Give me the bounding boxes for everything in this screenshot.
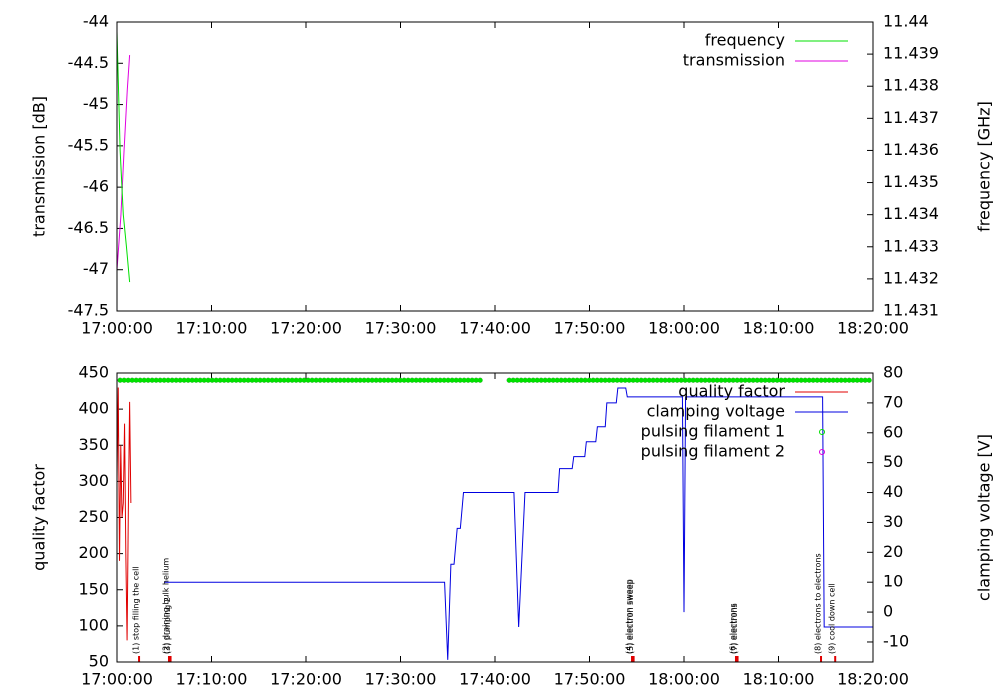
x-tick-label: 17:00:00 xyxy=(81,670,153,689)
line-series xyxy=(164,387,873,660)
legend-marker xyxy=(819,429,825,435)
x-tick-label: 17:00:00 xyxy=(81,319,153,338)
y-tick-label: -46 xyxy=(83,177,109,196)
y2-tick-label: 11.437 xyxy=(883,108,939,127)
y2-tick-label: 70 xyxy=(883,392,903,411)
x-tick-label: 17:40:00 xyxy=(459,319,531,338)
y-tick-label: -47 xyxy=(83,259,109,278)
y-tick-label: -45.5 xyxy=(68,135,109,154)
line-series xyxy=(117,31,131,283)
x-tick-label: 17:30:00 xyxy=(365,319,437,338)
x-tick-label: 18:20:00 xyxy=(837,319,909,338)
y2-axis-label: clamping voltage [V] xyxy=(975,434,994,601)
y2-tick-label: -10 xyxy=(883,631,909,650)
y-tick-label: -46.5 xyxy=(68,218,109,237)
annotation: (6) electrons xyxy=(728,603,737,654)
y2-tick-label: 11.431 xyxy=(883,301,939,320)
y2-tick-label: 11.433 xyxy=(883,236,939,255)
y-axis-label: quality factor xyxy=(30,464,49,571)
y2-tick-label: 11.439 xyxy=(883,44,939,63)
x-tick-label: 17:10:00 xyxy=(176,319,248,338)
y-tick-label: 400 xyxy=(78,399,109,418)
legend-marker xyxy=(819,449,825,455)
y-tick-label: 50 xyxy=(89,652,109,671)
y-tick-label: -44.5 xyxy=(68,53,109,72)
y-tick-label: 300 xyxy=(78,471,109,490)
y2-tick-label: 11.436 xyxy=(883,140,939,159)
legend-label: frequency xyxy=(705,31,785,50)
y2-tick-label: 11.44 xyxy=(883,12,929,31)
y2-tick-label: 11.432 xyxy=(883,268,939,287)
x-tick-label: 17:10:00 xyxy=(176,670,248,689)
x-tick-label: 18:20:00 xyxy=(837,670,909,689)
x-tick-label: 18:00:00 xyxy=(648,670,720,689)
y-tick-label: 100 xyxy=(78,615,109,634)
x-tick-label: 18:10:00 xyxy=(743,670,815,689)
x-tick-label: 17:50:00 xyxy=(554,319,626,338)
y2-tick-label: 40 xyxy=(883,482,903,501)
y2-tick-label: 10 xyxy=(883,572,903,591)
y2-tick-label: 11.434 xyxy=(883,204,939,223)
annotation: (4) electron sweep xyxy=(625,579,634,654)
legend-label: pulsing filament 1 xyxy=(641,422,785,441)
y2-tick-label: 11.438 xyxy=(883,76,939,95)
annotation: (3) pumping 2 xyxy=(163,597,172,654)
annotation: (2) draining bulk helium xyxy=(161,558,170,654)
annotation: (7) electrons xyxy=(730,603,739,654)
y2-tick-label: 60 xyxy=(883,422,903,441)
annotation: (8) electrons to electrons xyxy=(814,553,823,654)
y-tick-label: 150 xyxy=(78,579,109,598)
y-tick-label: 350 xyxy=(78,435,109,454)
annotation: (9) cool down cell xyxy=(828,583,837,654)
y2-tick-label: 11.435 xyxy=(883,172,939,191)
plot-frame xyxy=(116,372,874,663)
legend-label: clamping voltage xyxy=(647,402,785,421)
line-series xyxy=(117,54,131,270)
y2-tick-label: 20 xyxy=(883,542,903,561)
y-tick-label: 450 xyxy=(78,363,109,382)
legend-label: quality factor xyxy=(678,382,785,401)
y2-tick-label: 80 xyxy=(883,363,903,382)
line-series xyxy=(117,387,132,641)
y-tick-label: -45 xyxy=(83,94,109,113)
x-tick-label: 17:20:00 xyxy=(270,670,342,689)
legend-label: pulsing filament 2 xyxy=(641,442,785,461)
y2-tick-label: 50 xyxy=(883,452,903,471)
x-tick-label: 17:20:00 xyxy=(270,319,342,338)
y-tick-label: -47.5 xyxy=(68,301,109,320)
y2-axis-label: frequency [GHz] xyxy=(975,101,994,232)
y-tick-label: -44 xyxy=(83,12,109,31)
y2-tick-label: 0 xyxy=(883,602,893,621)
x-tick-label: 18:00:00 xyxy=(648,319,720,338)
plot-frame xyxy=(116,21,874,312)
y-tick-label: 250 xyxy=(78,507,109,526)
x-tick-label: 17:30:00 xyxy=(365,670,437,689)
y2-tick-label: 30 xyxy=(883,512,903,531)
legend-label: transmission xyxy=(683,51,785,70)
x-tick-label: 17:50:00 xyxy=(554,670,626,689)
annotation: (5) electron sweep xyxy=(626,579,635,654)
y-axis-label: transmission [dB] xyxy=(30,96,49,237)
x-tick-label: 18:10:00 xyxy=(743,319,815,338)
x-tick-label: 17:40:00 xyxy=(459,670,531,689)
y-tick-label: 200 xyxy=(78,543,109,562)
annotation: (1) stop filling the cell xyxy=(132,566,141,654)
